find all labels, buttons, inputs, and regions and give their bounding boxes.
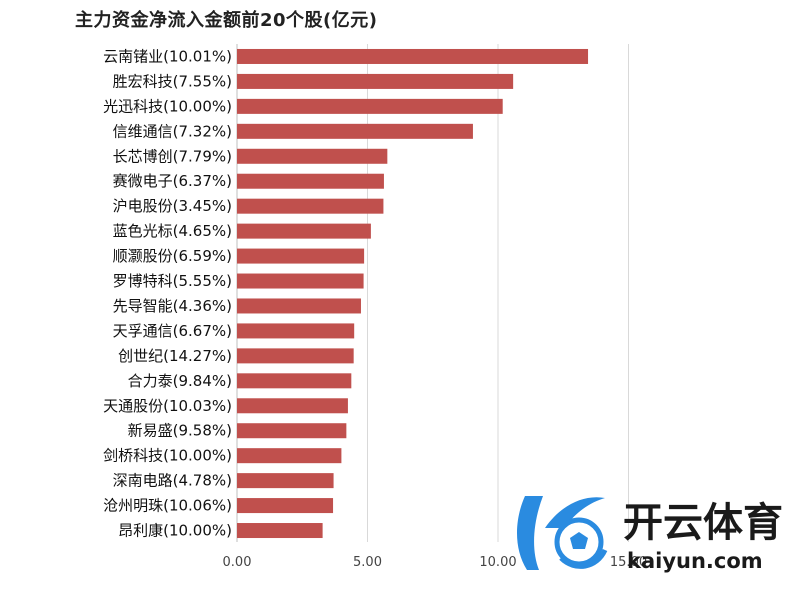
x-tick-label: 0.00: [223, 555, 252, 570]
watermark-brand-cn: 开云体育: [623, 500, 783, 546]
x-tick-label: 5.00: [353, 555, 382, 570]
bar: [237, 398, 348, 414]
kaiyun-logo-icon: [517, 496, 608, 570]
category-label: 顺灏股份(6.59%): [113, 247, 232, 265]
category-label: 剑桥科技(10.00%): [103, 447, 232, 465]
bar: [237, 498, 334, 514]
category-label: 沧州明珠(10.06%): [103, 497, 232, 515]
watermark-brand-en: kaiyun.com: [627, 549, 763, 573]
bar: [237, 298, 361, 314]
x-axis-tick-labels: 0.00 5.00 10.00 15.00: [223, 555, 648, 570]
chart-title: 主力资金净流入金额前20个股(亿元): [75, 10, 378, 31]
bar: [237, 423, 347, 439]
category-label: 深南电路(4.78%): [113, 472, 232, 490]
category-labels: 云南锗业(10.01%) 胜宏科技(7.55%) 光迅科技(10.00%) 信维通信(…: [103, 47, 232, 539]
bar: [237, 248, 365, 264]
bar: [237, 348, 354, 364]
bar: [237, 48, 589, 64]
category-label: 光迅科技(10.00%): [103, 97, 232, 115]
category-label: 信维通信(7.32%): [113, 122, 232, 140]
bar: [237, 98, 503, 114]
category-label: 罗博特科(5.55%): [113, 272, 232, 290]
grid-lines: [236, 44, 629, 542]
bar: [237, 173, 384, 189]
x-tick-label: 10.00: [479, 555, 516, 570]
category-label: 蓝色光标(4.65%): [113, 222, 232, 240]
x-tick-label: 15.00: [610, 555, 647, 570]
category-label: 合力泰(9.84%): [128, 372, 232, 390]
category-label: 新易盛(9.58%): [128, 422, 232, 440]
category-label: 云南锗业(10.01%): [103, 47, 232, 65]
category-label: 天通股份(10.03%): [103, 397, 232, 415]
category-label: 先导智能(4.36%): [113, 297, 232, 315]
category-label: 长芯博创(7.79%): [113, 147, 232, 165]
kaiyun-watermark: 开云体育 kaiyun.com: [517, 496, 783, 573]
category-label: 昂利康(10.00%): [118, 522, 232, 540]
bar: [237, 448, 342, 464]
bar: [237, 148, 388, 164]
bar: [237, 223, 371, 239]
category-label: 创世纪(14.27%): [118, 347, 232, 365]
bar: [237, 123, 473, 139]
bar: [237, 473, 334, 489]
bar: [237, 373, 352, 389]
bar: [237, 323, 355, 339]
category-label: 胜宏科技(7.55%): [113, 72, 232, 90]
category-label: 赛微电子(6.37%): [113, 172, 232, 190]
bar: [237, 523, 323, 539]
category-label: 天孚通信(6.67%): [113, 322, 232, 340]
bars: [237, 48, 589, 539]
bar: [237, 73, 514, 89]
bar: [237, 198, 384, 214]
category-label: 沪电股份(3.45%): [113, 197, 232, 215]
bar: [237, 273, 364, 289]
